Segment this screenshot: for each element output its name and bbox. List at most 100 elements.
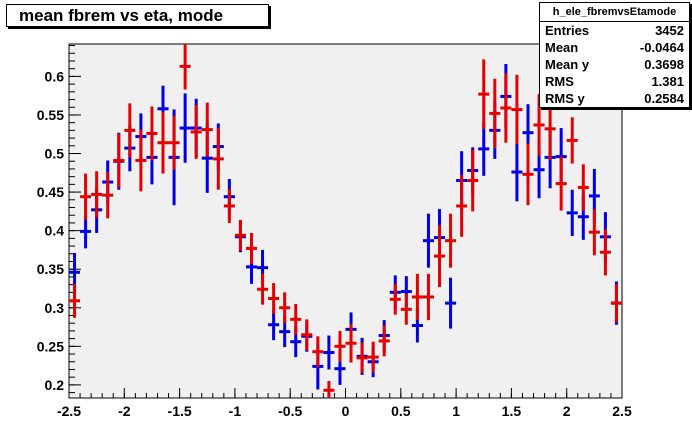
data-point	[588, 209, 600, 256]
data-point	[301, 319, 313, 351]
data-point	[146, 106, 158, 161]
data-point	[268, 283, 280, 314]
y-tick-label: 0.3	[45, 300, 65, 316]
chart-title: mean fbrem vs eta, mode	[6, 4, 269, 27]
stats-value: 0.2584	[644, 91, 684, 106]
y-tick-label: 0.5	[45, 146, 65, 162]
chart-title-text: mean fbrem vs eta, mode	[19, 5, 224, 25]
data-point	[190, 104, 202, 159]
plot-frame	[68, 43, 623, 399]
stats-value: 1.381	[651, 74, 684, 89]
x-tick-label: -1.5	[168, 403, 192, 419]
data-point	[257, 273, 269, 305]
y-axis: 0.2 0.25 0.3 0.35 0.4 0.45 0.5 0.55 0.6	[37, 45, 81, 394]
data-point	[179, 93, 191, 163]
x-tick-label: 0	[342, 403, 350, 419]
stats-label: RMS	[545, 74, 574, 89]
data-point	[212, 128, 224, 190]
data-point	[312, 336, 324, 368]
data-point	[544, 97, 556, 160]
data-point	[290, 303, 302, 335]
data-point	[610, 283, 622, 323]
y-tick-label: 0.35	[37, 261, 64, 277]
stats-label: RMS y	[545, 91, 585, 106]
data-point	[279, 292, 291, 324]
stats-label: Entries	[545, 23, 590, 38]
data-point	[445, 213, 457, 268]
stats-label: Mean y	[545, 57, 590, 72]
x-tick-label: -0.5	[278, 403, 302, 419]
data-point	[179, 44, 191, 90]
x-tick-label: 2	[563, 403, 571, 419]
data-point	[223, 188, 235, 223]
data-point	[356, 342, 368, 374]
stats-row-rms: RMS 1.381	[540, 73, 689, 90]
data-point	[555, 156, 567, 211]
data-point	[69, 283, 81, 318]
data-point	[80, 173, 92, 220]
data-point	[113, 133, 125, 188]
data-point	[334, 330, 346, 362]
stats-row-mean: Mean -0.0464	[540, 39, 689, 56]
stats-value: -0.0464	[639, 40, 684, 55]
y-tick-label: 0.45	[37, 184, 64, 200]
data-point	[80, 214, 92, 249]
data-point	[91, 171, 103, 218]
x-tick-label: -2.5	[57, 403, 81, 419]
data-point	[135, 129, 147, 192]
data-point	[566, 189, 578, 237]
x-axis: -2.5 -2 -1.5 -1 -0.5 0 0.5 1 1.5 2 2.5	[57, 388, 632, 419]
data-point	[478, 59, 490, 129]
data-point	[577, 164, 589, 211]
data-point	[124, 103, 136, 158]
data-point	[467, 149, 479, 212]
data-point	[378, 325, 390, 357]
data-point	[511, 74, 523, 145]
data-point	[422, 273, 434, 321]
stats-value: 3452	[655, 23, 684, 38]
x-tick-label: 1.5	[502, 403, 522, 419]
x-tick-label: 0.5	[391, 403, 411, 419]
stats-box: h_ele_fbremvsEtamode Entries 3452 Mean -0.…	[539, 2, 690, 108]
stats-row-mean-y: Mean y 0.3698	[540, 56, 689, 73]
stats-value: 0.3698	[644, 57, 684, 72]
data-point	[168, 115, 180, 170]
data-point	[500, 73, 512, 143]
data-point	[445, 277, 457, 329]
stats-row-entries: Entries 3452	[540, 22, 689, 39]
data-point	[234, 219, 246, 251]
x-tick-label: 2.5	[612, 403, 632, 419]
stats-histogram-name: h_ele_fbremvsEtamode	[540, 3, 689, 22]
y-tick-label: 0.25	[37, 338, 64, 354]
data-point	[422, 213, 434, 268]
data-point	[411, 273, 423, 321]
data-point	[102, 172, 114, 219]
series-layer	[69, 44, 622, 398]
data-point	[522, 143, 534, 206]
data-point	[511, 142, 523, 202]
y-tick-label: 0.4	[45, 223, 65, 239]
stats-row-rms-y: RMS y 0.2584	[540, 90, 689, 107]
y-tick-label: 0.6	[45, 68, 65, 84]
data-point	[566, 117, 578, 164]
data-point	[400, 293, 412, 325]
data-point	[345, 323, 357, 363]
data-point	[245, 232, 258, 264]
data-point	[323, 381, 335, 398]
data-point	[433, 225, 446, 287]
data-point	[268, 309, 280, 341]
data-point	[456, 175, 468, 237]
data-point	[323, 335, 335, 370]
data-point	[201, 102, 213, 157]
y-tick-label: 0.55	[37, 107, 64, 123]
data-point	[478, 121, 490, 176]
data-point	[367, 341, 379, 373]
x-tick-label: -1	[229, 403, 242, 419]
data-point	[389, 283, 401, 315]
y-tick-label: 0.2	[45, 377, 65, 393]
data-point	[489, 78, 501, 149]
data-point	[157, 111, 169, 174]
x-tick-label: 1	[452, 403, 460, 419]
stats-label: Mean	[545, 40, 579, 55]
